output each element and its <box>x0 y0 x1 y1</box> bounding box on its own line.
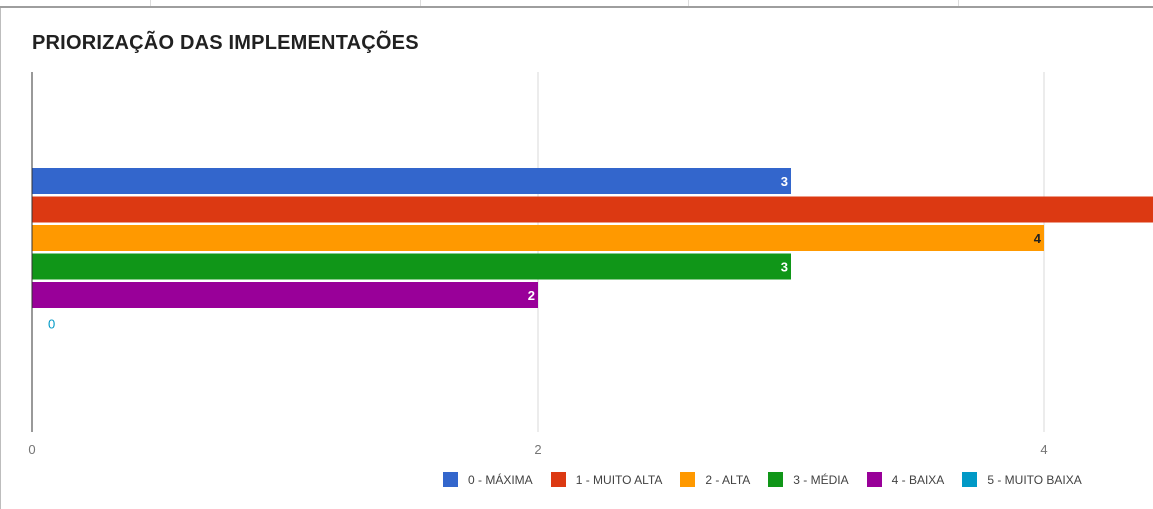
bar-data-label: 3 <box>781 174 788 189</box>
tab-divider <box>688 0 689 6</box>
legend-label: 4 - BAIXA <box>891 472 945 487</box>
legend-item: 4 - BAIXA <box>866 472 945 487</box>
bar-series: 3 4 3 2 0 <box>32 168 1153 332</box>
legend-label: 2 - ALTA <box>705 472 751 487</box>
bar-data-label: 4 <box>1034 231 1042 246</box>
legend-swatch <box>768 472 784 487</box>
bar <box>32 168 791 194</box>
legend-label: 1 - MUITO ALTA <box>575 472 663 487</box>
chart-frame-left-edge <box>0 8 1 509</box>
x-tick-label: 4 <box>1040 442 1047 457</box>
gridlines <box>537 72 1045 432</box>
tab-divider <box>150 0 151 6</box>
chart-title: PRIORIZAÇÃO DAS IMPLEMENTAÇÕES <box>32 32 419 54</box>
legend-item: 0 - MÁXIMA <box>443 472 533 487</box>
x-tick-label: 0 <box>28 442 35 457</box>
legend-item: 1 - MUITO ALTA <box>550 472 663 487</box>
x-tick-label: 2 <box>534 442 541 457</box>
chart-legend: 0 - MÁXIMA 1 - MUITO ALTA 2 - ALTA 3 - MÉDI… <box>443 472 1082 487</box>
legend-label: 0 - MÁXIMA <box>468 472 533 487</box>
bar <box>32 225 1044 251</box>
legend-swatch <box>443 472 458 487</box>
bar <box>32 253 791 280</box>
bar-data-label: 0 <box>48 317 55 332</box>
legend-item: 3 - MÉDIA <box>768 472 849 487</box>
x-axis-ticks: 0 2 4 <box>28 442 1047 457</box>
legend-item: 5 - MUITO BAIXA <box>962 472 1082 487</box>
legend-swatch <box>680 472 696 487</box>
bar <box>32 196 1153 223</box>
legend-swatch <box>962 472 978 487</box>
legend-swatch <box>866 472 882 487</box>
bar-data-label: 2 <box>528 288 535 303</box>
legend-item: 2 - ALTA <box>680 472 750 487</box>
bar <box>32 282 538 308</box>
legend-label: 5 - MUITO BAIXA <box>987 472 1082 487</box>
window-top-border <box>0 0 1153 8</box>
legend-label: 3 - MÉDIA <box>793 472 849 487</box>
tab-divider <box>958 0 959 6</box>
bar-data-label: 3 <box>781 260 788 275</box>
legend-swatch <box>550 472 566 487</box>
tab-divider <box>420 0 421 6</box>
